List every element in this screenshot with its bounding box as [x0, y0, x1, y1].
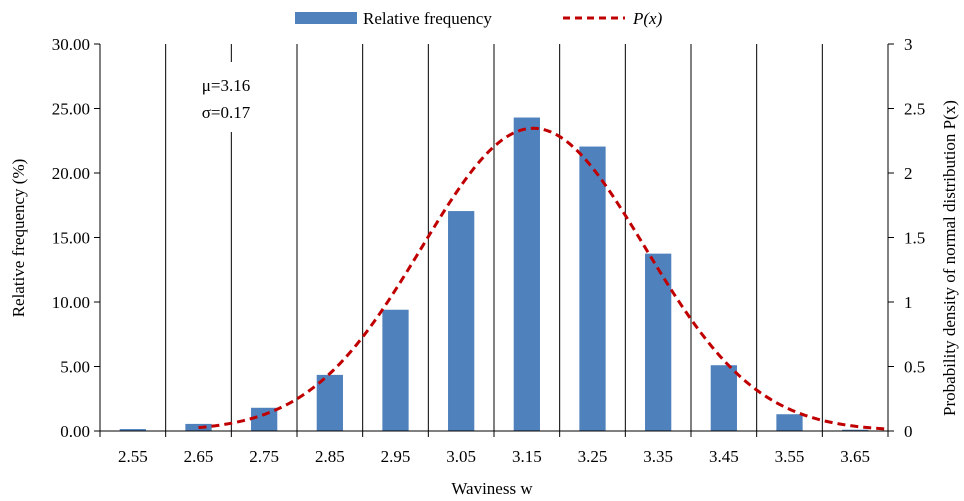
- bar: [316, 374, 343, 431]
- x-tick-label: 3.45: [709, 447, 739, 466]
- y2-axis-title: Probability density of normal distributi…: [940, 100, 959, 416]
- y2-tick-label: 0: [904, 422, 913, 441]
- x-tick-label: 2.75: [249, 447, 279, 466]
- legend-curve-label: P(x): [632, 9, 663, 28]
- bar: [776, 414, 803, 431]
- bar: [119, 429, 146, 431]
- x-tick-label: 3.15: [512, 447, 542, 466]
- bar: [382, 309, 409, 431]
- legend-bar-label: Relative frequency: [363, 9, 492, 28]
- x-tick-label: 3.55: [775, 447, 805, 466]
- tick-labels: 0.00 5.00 10.00 15.00 20.00 25.00 30.00 0 0.5 1 1.…: [52, 35, 926, 466]
- stats-annotation-box: [186, 62, 266, 132]
- bar: [710, 365, 737, 431]
- x-tick-label: 2.85: [315, 447, 345, 466]
- x-tick-label: 3.65: [840, 447, 870, 466]
- x-tick-label: 2.65: [184, 447, 214, 466]
- x-tick-label: 3.35: [643, 447, 673, 466]
- y-axis-title: Relative frequency (%): [9, 159, 28, 318]
- x-tick-label: 3.25: [578, 447, 608, 466]
- bar: [513, 117, 540, 431]
- y-tick-label: 5.00: [60, 358, 90, 377]
- y2-tick-label: 2.5: [904, 100, 925, 119]
- x-tick-label: 2.95: [381, 447, 411, 466]
- sigma-label: σ=0.17: [202, 103, 251, 122]
- y-tick-label: 30.00: [52, 35, 90, 54]
- legend: Relative frequency P(x): [295, 9, 663, 28]
- bar: [842, 429, 869, 431]
- y2-tick-label: 0.5: [904, 358, 925, 377]
- y-tick-label: 25.00: [52, 100, 90, 119]
- mu-label: μ=3.16: [202, 76, 250, 95]
- y-tick-label: 0.00: [60, 422, 90, 441]
- bar: [645, 253, 672, 431]
- y2-tick-label: 3: [904, 35, 913, 54]
- x-axis-title: Waviness w: [451, 479, 533, 498]
- stats-annotation: μ=3.16 σ=0.17: [186, 62, 266, 132]
- legend-bar-swatch: [295, 12, 357, 24]
- axes: [94, 43, 894, 437]
- y-tick-label: 10.00: [52, 293, 90, 312]
- bar: [448, 211, 475, 431]
- y2-tick-label: 2: [904, 164, 913, 183]
- y2-tick-label: 1: [904, 293, 913, 312]
- bar: [251, 407, 278, 431]
- y-tick-label: 20.00: [52, 164, 90, 183]
- y2-tick-label: 1.5: [904, 229, 925, 248]
- normal-curve-series: [198, 126, 889, 431]
- y-tick-label: 15.00: [52, 229, 90, 248]
- x-tick-label: 3.05: [446, 447, 476, 466]
- x-tick-label: 2.55: [118, 447, 148, 466]
- normal-curve-line: [198, 126, 889, 431]
- bar: [579, 146, 606, 431]
